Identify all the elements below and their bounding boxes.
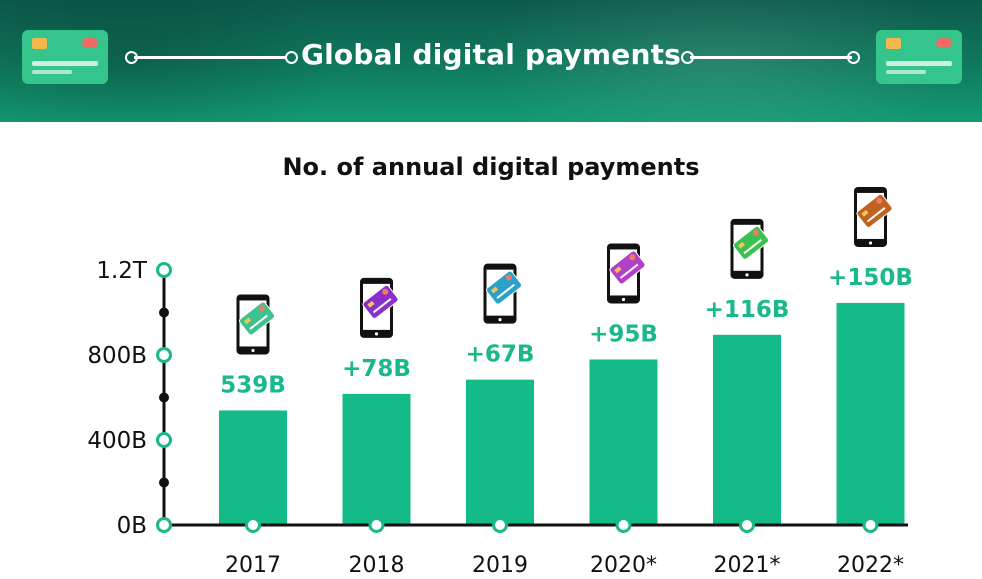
- divider-node-icon: [847, 51, 860, 64]
- x-tick-label: 2022*: [837, 553, 904, 578]
- minor-tick-dot: [159, 477, 169, 488]
- header-banner: Global digital payments: [0, 0, 982, 122]
- bar-2022*: [836, 302, 905, 525]
- value-label: +150B: [828, 265, 913, 291]
- y-tick-label: 400B: [87, 428, 147, 454]
- credit-card-icon: [876, 30, 962, 84]
- divider-node-icon: [285, 51, 298, 64]
- phone-card-icon: [730, 218, 770, 279]
- phone-card-icon: [607, 243, 646, 304]
- value-label: +116B: [705, 297, 790, 323]
- bar-2019: [466, 379, 534, 525]
- minor-tick-dot: [159, 392, 169, 403]
- header-divider-left: [134, 56, 287, 59]
- y-tick-marker: [156, 432, 172, 448]
- y-tick-marker: [156, 262, 172, 278]
- y-tick-label: 1.2T: [96, 258, 148, 284]
- x-marker: [245, 517, 261, 533]
- value-label: +95B: [589, 321, 658, 347]
- phone-card-icon: [483, 263, 523, 324]
- y-tick-label: 0B: [117, 513, 147, 539]
- divider-node-icon: [681, 51, 694, 64]
- x-marker: [862, 517, 879, 533]
- value-label: +67B: [466, 342, 535, 368]
- bar-2018: [342, 393, 411, 525]
- x-tick-label: 2019: [472, 553, 528, 578]
- x-tick-label: 2021*: [714, 553, 781, 578]
- credit-card-icon: [22, 30, 108, 84]
- minor-tick-dot: [159, 307, 169, 318]
- y-tick-label: 800B: [87, 343, 147, 369]
- bar-2021*: [713, 334, 781, 525]
- x-marker: [368, 517, 385, 533]
- x-marker: [615, 517, 632, 533]
- x-marker: [739, 517, 755, 533]
- header-divider-right: [690, 56, 852, 59]
- x-tick-label: 2017: [225, 553, 281, 578]
- divider-node-icon: [125, 51, 138, 64]
- phone-card-icon: [854, 186, 893, 247]
- phone-card-icon: [236, 294, 276, 355]
- x-tick-label: 2018: [349, 553, 405, 578]
- page-title: Global digital payments: [300, 38, 682, 71]
- value-label: 539B: [220, 372, 286, 398]
- chart-title: No. of annual digital payments: [282, 153, 700, 181]
- y-tick-marker: [156, 347, 172, 363]
- value-label: +78B: [342, 356, 411, 382]
- y-tick-marker: [156, 517, 172, 533]
- x-marker: [492, 517, 508, 533]
- bar-2017: [219, 410, 287, 525]
- phone-card-icon: [360, 277, 399, 338]
- x-tick-label: 2020*: [590, 553, 657, 578]
- bar-2020*: [589, 359, 658, 525]
